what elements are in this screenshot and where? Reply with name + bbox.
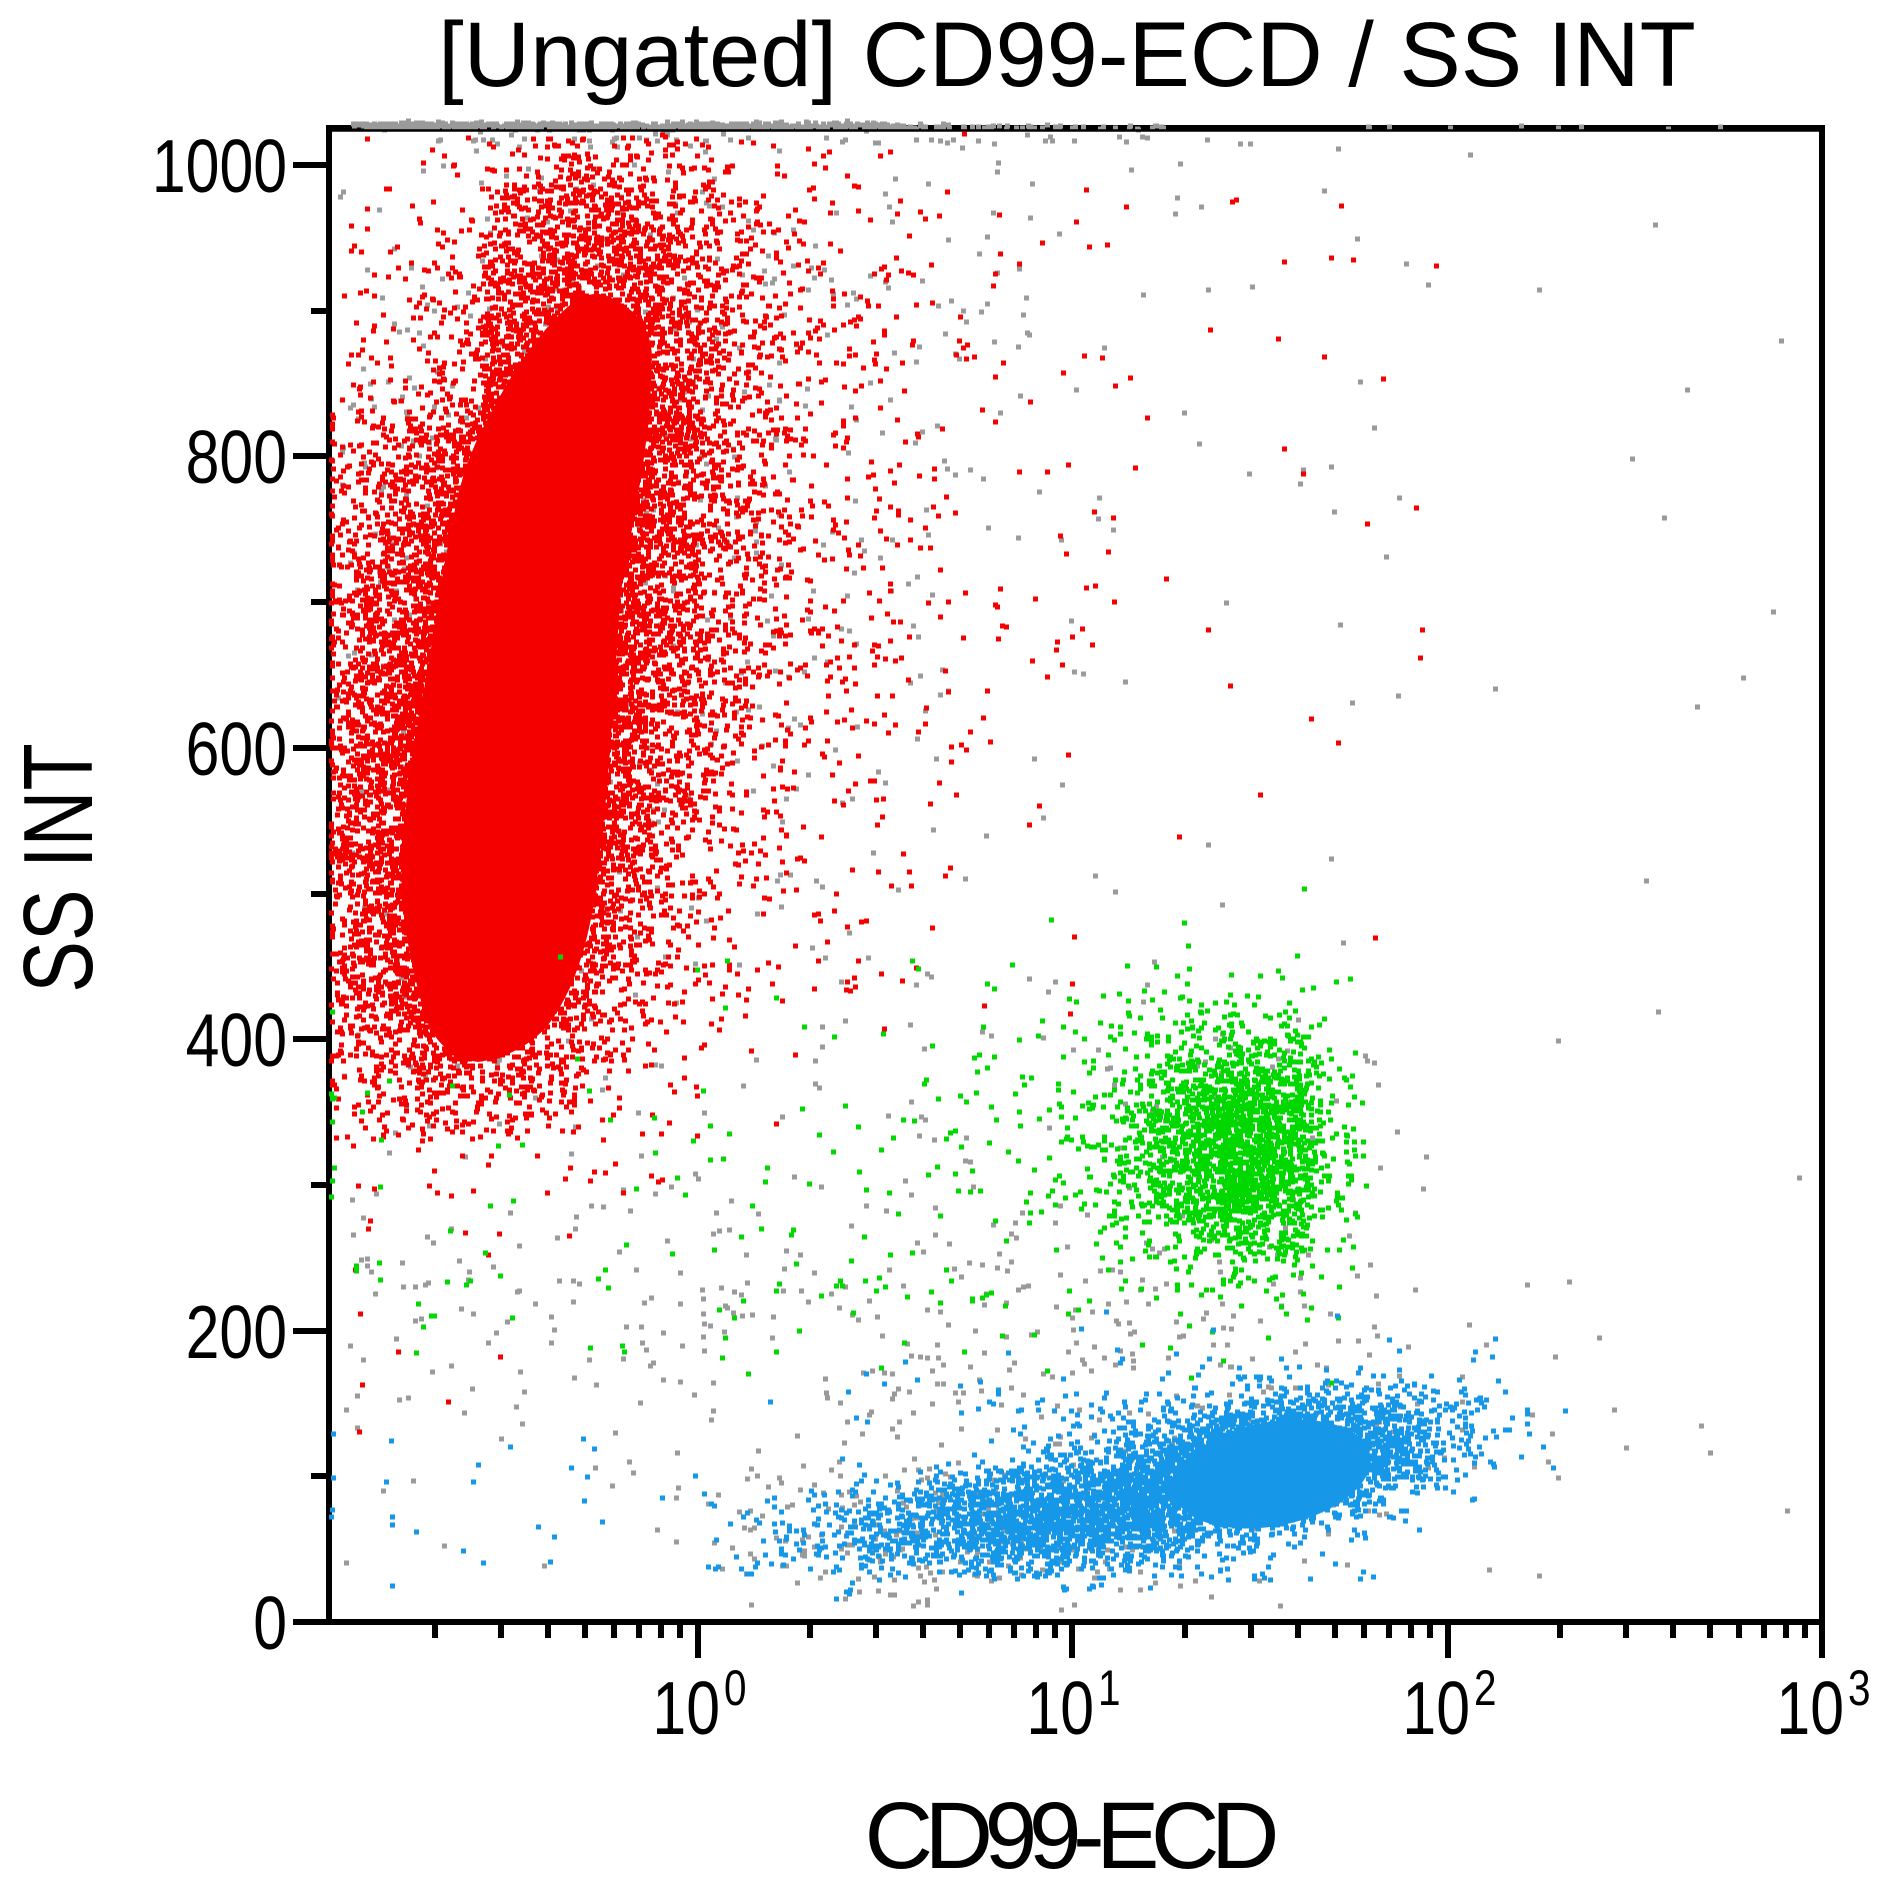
svg-text:2: 2 (1474, 1660, 1497, 1716)
svg-text:SS INT: SS INT (3, 743, 113, 992)
svg-text:800: 800 (186, 416, 287, 500)
svg-text:10: 10 (652, 1667, 720, 1751)
svg-text:1000: 1000 (152, 125, 287, 209)
svg-text:10: 10 (1026, 1667, 1094, 1751)
svg-text:1: 1 (1098, 1660, 1121, 1716)
svg-text:10: 10 (1402, 1667, 1470, 1751)
svg-text:3: 3 (1848, 1660, 1871, 1716)
svg-text:[Ungated] CD99-ECD / SS INT: [Ungated] CD99-ECD / SS INT (438, 4, 1696, 106)
svg-text:0: 0 (253, 1582, 287, 1666)
svg-text:0: 0 (724, 1660, 747, 1716)
svg-text:10: 10 (1776, 1667, 1844, 1751)
svg-text:600: 600 (186, 708, 287, 792)
svg-text:200: 200 (186, 1291, 287, 1375)
svg-text:400: 400 (186, 999, 287, 1083)
svg-text:CD99-ECD: CD99-ECD (865, 1783, 1280, 1889)
